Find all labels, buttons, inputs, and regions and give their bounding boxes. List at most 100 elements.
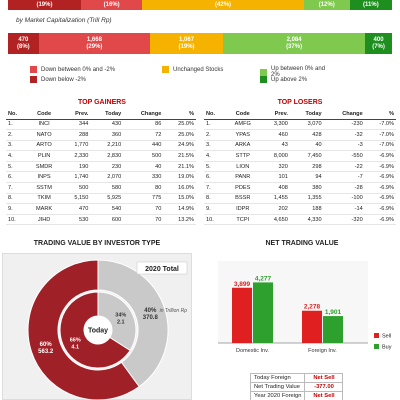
table-cell: -6.9% [364, 171, 396, 184]
table-cell: 5,925 [90, 193, 124, 205]
top-losers-title: TOP LOSERS [277, 99, 323, 106]
table-row: 7. SSTM 500 580 80 16.0% [6, 182, 196, 194]
table-row: 8. BSSR 1,455 1,355 -100 -6.9% [204, 193, 396, 205]
column-header: Prev. [60, 110, 91, 120]
net-trading-bars: 3,899 4,277 Domestic Inv. 2,278 1,901 Foreign… [218, 261, 392, 354]
table-cell: 4. [204, 150, 226, 162]
table-cell: 1,455 [259, 193, 290, 205]
legend-swatch [30, 66, 37, 73]
table-cell: 188 [289, 203, 324, 215]
legend-swatch [374, 344, 379, 349]
table-cell: 21.5% [163, 150, 196, 162]
table-row: 8. TKIM 5,150 5,925 775 15.0% [6, 193, 196, 205]
summary-row: Year 2020 Foreign Net Sell [249, 391, 344, 400]
table-cell: 19.0% [163, 171, 196, 184]
table-cell: 775 [123, 193, 164, 205]
table-cell: 3. [6, 140, 28, 152]
table-cell: 25.0% [163, 119, 196, 131]
color-legend: Down between 0% and -2% Down below -2% Unc… [30, 66, 330, 90]
table-row: 4. STTP 8,000 7,450 -550 -6.9% [204, 150, 396, 162]
cap-segment: 470 (8%) [8, 33, 39, 54]
table-cell: 43 [259, 140, 290, 152]
slice-value-label: 4.1 [71, 345, 79, 351]
table-row: 5. SMDR 190 230 40 21.1% [6, 161, 196, 173]
outer-ring-label: 2020 Total [145, 266, 179, 273]
market-breadth-bar: (19%) (16%) (42%) (12%) (11%) [8, 0, 392, 10]
breadth-segment: (11%) [349, 0, 392, 10]
outer-ring-label-box [136, 261, 188, 275]
table-row: 1. INCI 344 430 86 25.0% [6, 119, 196, 131]
table-row: 6. PANR 101 94 -7 -6.9% [204, 171, 396, 184]
legend-label: Down below -2% [41, 76, 87, 83]
legend-swatch [260, 68, 267, 76]
table-cell: 320 [259, 161, 290, 173]
breadth-segment: (16%) [80, 0, 143, 10]
table-cell: -6.9% [364, 214, 396, 226]
column-header: No. [204, 110, 226, 120]
legend-item: Unchanged Stocks [162, 66, 223, 73]
column-header: % [163, 110, 196, 120]
table-cell: 7. [6, 182, 28, 194]
table-cell: 4,330 [289, 214, 324, 226]
table-cell: 2,330 [60, 150, 91, 162]
table-cell: -7.0% [364, 119, 396, 131]
table-cell: IDPR [225, 203, 260, 215]
table-cell: SMDR [27, 161, 61, 173]
cap-segment: 400 (7%) [365, 33, 392, 54]
legend-swatch [260, 76, 267, 83]
table-cell: 2. [6, 129, 28, 141]
summary-label: Today Foreign [249, 373, 306, 383]
table-cell: 288 [60, 129, 91, 141]
table-cell: 8. [6, 193, 28, 205]
investor-type-chart: 40% 370.8 60% 563.2 34% 2.1 66% 4.1 Today 2020 To… [2, 253, 192, 400]
bar-sell [302, 310, 322, 343]
table-row: 9. IDPR 202 188 -14 -6.9% [204, 203, 396, 215]
table-cell: -100 [323, 193, 365, 205]
table-cell: 428 [289, 129, 324, 141]
table-cell: AMFG [225, 119, 260, 131]
bar-value-label: 2,278 [304, 304, 321, 311]
table-cell: 2,830 [90, 150, 124, 162]
category-label: Foreign Inv. [308, 348, 337, 354]
cap-segment-pct: (8%) [17, 43, 30, 50]
table-cell: 70 [123, 214, 164, 226]
table-cell: 40 [289, 140, 324, 152]
summary-label: Net Trading Value [249, 382, 306, 392]
table-cell: 202 [259, 203, 290, 215]
table-cell: 5. [204, 161, 226, 173]
table-cell: 4,650 [259, 214, 290, 226]
net-trading-chart: 3,899 4,277 Domestic Inv. 2,278 1,901 Foreign… [204, 253, 400, 400]
table-cell: 40 [123, 161, 164, 173]
table-cell: 101 [259, 171, 290, 184]
bar-value-label: 1,901 [325, 309, 342, 316]
table-cell: 5. [6, 161, 28, 173]
cap-segment-pct: (19%) [178, 43, 195, 50]
table-cell: TCPI [225, 214, 260, 226]
legend-item: Up between 0% and 2% [260, 66, 330, 78]
table-cell: 16.0% [163, 182, 196, 194]
slice-value-label: 2.1 [117, 319, 125, 325]
investor-type-donut: 40%370.8 60%563.2 34%2.1 66%4.1 Today 2020 To… [27, 259, 188, 400]
legend-label: Up between 0% and 2% [271, 66, 326, 78]
legend-label: Down between 0% and -2% [41, 66, 116, 73]
table-cell: 500 [60, 182, 91, 194]
table-cell: TKIM [27, 193, 61, 205]
table-cell: -6.9% [364, 150, 396, 162]
cap-segment-pct: (7%) [372, 43, 385, 50]
table-cell: ARTO [27, 140, 61, 152]
table-cell: 298 [289, 161, 324, 173]
table-cell: -32 [323, 129, 365, 141]
market-cap-bar: 470 (8%) 1,668 (29%) 1,067 (19%) 2,084 (37%) 400… [8, 33, 392, 54]
cap-segment-value: 470 [18, 36, 29, 43]
table-cell: -14 [323, 203, 365, 215]
legend-swatch [374, 333, 379, 338]
donut-center [84, 316, 112, 344]
table-cell: 15.0% [163, 193, 196, 205]
legend-item: Up above 2% [260, 76, 307, 83]
table-cell: 86 [123, 119, 164, 131]
table-row: 4. PLIN 2,330 2,830 500 21.5% [6, 150, 196, 162]
cap-segment-value: 2,084 [286, 36, 302, 43]
table-cell: 7. [204, 182, 226, 194]
legend-label: Buy [382, 345, 392, 351]
table-cell: 21.1% [163, 161, 196, 173]
